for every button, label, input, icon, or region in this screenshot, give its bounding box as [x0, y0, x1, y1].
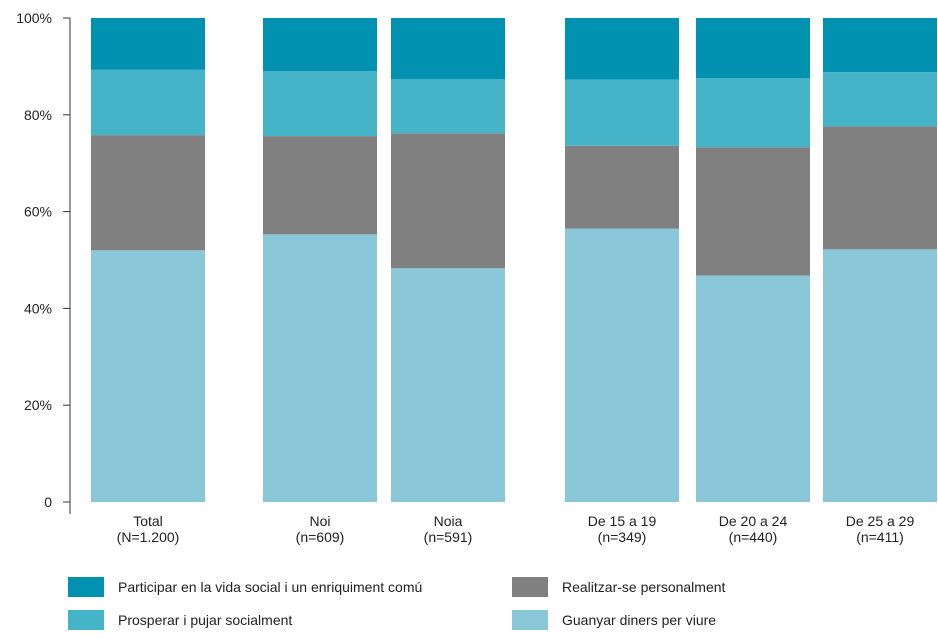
- y-tick-label: 20%: [24, 397, 52, 413]
- bar-segment: [823, 72, 937, 127]
- x-category-sublabel: (n=609): [296, 529, 345, 545]
- bar-segment: [263, 18, 377, 72]
- bar-segment: [91, 69, 205, 136]
- bar-segment: [263, 71, 377, 137]
- bar-segment: [391, 18, 505, 79]
- bar-segment: [696, 78, 810, 148]
- bar-segment: [823, 249, 937, 502]
- x-category-label: De 25 a 29: [846, 513, 915, 529]
- bar-segment: [823, 18, 937, 73]
- bar-segment: [565, 18, 679, 80]
- bar-segment: [696, 18, 810, 79]
- x-category-sublabel: (n=411): [856, 529, 904, 545]
- x-category-label: De 15 a 19: [588, 513, 657, 529]
- bar-segment: [565, 79, 679, 146]
- bar-segment: [565, 145, 679, 229]
- bar-segment: [391, 268, 505, 502]
- x-category-label: Noi: [309, 513, 330, 529]
- bar-segment: [696, 147, 810, 276]
- bar-segment: [263, 234, 377, 502]
- bar-segment: [565, 228, 679, 503]
- bar-segment: [91, 135, 205, 251]
- y-tick-label: 0: [44, 494, 52, 510]
- bar-segment: [696, 275, 810, 502]
- bar-segment: [391, 133, 505, 269]
- bar-segment: [391, 78, 505, 134]
- y-tick-label: 60%: [24, 204, 52, 220]
- y-tick-label: 100%: [16, 10, 52, 26]
- bar-segment: [823, 126, 937, 250]
- bar-segment: [91, 18, 205, 70]
- x-category-label: Noia: [434, 513, 463, 529]
- x-category-sublabel: (N=1.200): [117, 529, 180, 545]
- bar-segment: [263, 136, 377, 235]
- y-tick-label: 80%: [24, 107, 52, 123]
- x-category-sublabel: (n=349): [598, 529, 647, 545]
- x-category-sublabel: (n=440): [729, 529, 778, 545]
- bar-segment: [91, 250, 205, 502]
- x-category-sublabel: (n=591): [424, 529, 473, 545]
- x-category-label: De 20 a 24: [719, 513, 788, 529]
- x-category-label: Total: [133, 513, 163, 529]
- y-tick-label: 40%: [24, 300, 52, 316]
